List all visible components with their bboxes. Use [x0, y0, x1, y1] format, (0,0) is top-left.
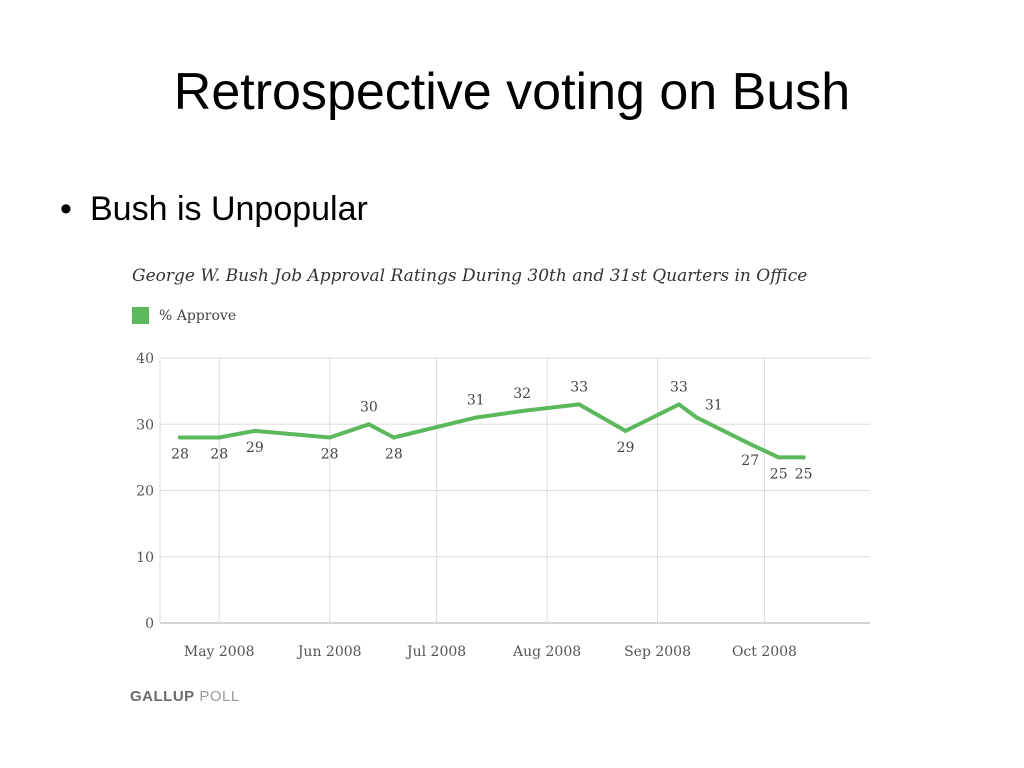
- y-tick-label: 20: [136, 484, 154, 500]
- source-logo-light: POLL: [199, 688, 240, 705]
- data-label: 27: [741, 453, 759, 469]
- data-label: 33: [670, 379, 688, 395]
- chart-title: George W. Bush Job Approval Ratings Duri…: [132, 266, 808, 286]
- data-label: 28: [321, 447, 339, 463]
- y-tick-label: 40: [136, 351, 154, 367]
- data-point: [676, 402, 681, 407]
- data-label: 25: [770, 466, 788, 482]
- data-point: [473, 415, 478, 420]
- data-point: [391, 435, 396, 440]
- data-point: [776, 455, 781, 460]
- y-tick-label: 0: [145, 616, 154, 632]
- data-point: [748, 442, 753, 447]
- data-label: 25: [795, 466, 813, 482]
- x-tick-label: Jul 2008: [405, 644, 466, 660]
- data-point: [217, 435, 222, 440]
- data-label: 30: [360, 399, 378, 415]
- x-tick-label: Jun 2008: [296, 644, 362, 660]
- data-labels: 28 28 29 28 30 28 31 32 33 29 33 31 27 25 25: [171, 379, 812, 482]
- grid: [159, 357, 870, 624]
- bullet-text: Bush is Unpopular: [90, 190, 368, 228]
- data-point: [520, 409, 525, 413]
- bullet-item: • Bush is Unpopular: [60, 190, 368, 229]
- data-label: 28: [171, 447, 189, 463]
- legend-swatch: [132, 307, 149, 324]
- x-tick-label: Oct 2008: [732, 644, 797, 660]
- data-label: 32: [513, 386, 531, 402]
- data-label: 28: [385, 447, 403, 463]
- chart-legend: % Approve: [132, 307, 236, 324]
- data-label: 31: [467, 393, 485, 409]
- data-point: [801, 455, 806, 460]
- data-point: [366, 422, 371, 427]
- data-point: [252, 428, 257, 433]
- data-point: [694, 415, 699, 420]
- series: [178, 402, 806, 460]
- x-tick-label: Aug 2008: [512, 644, 581, 660]
- x-tick-label: May 2008: [184, 644, 255, 660]
- source-logo-bold: GALLUP: [130, 688, 195, 705]
- y-tick-label: 10: [136, 550, 154, 566]
- data-label: 31: [705, 398, 723, 414]
- y-tick-label: 30: [136, 417, 154, 433]
- x-tick-label: Sep 2008: [624, 644, 691, 660]
- data-label: 28: [210, 447, 228, 463]
- data-point: [623, 428, 628, 433]
- data-label: 33: [570, 379, 588, 395]
- legend-label: % Approve: [159, 307, 237, 324]
- axes: 0 10 20 30 40 May 2008 Jun 2008 Jul 2008 Aug 200…: [136, 351, 797, 660]
- data-label: 29: [617, 440, 635, 456]
- data-point: [577, 402, 582, 407]
- data-point: [327, 435, 332, 440]
- bullet-dot-icon: •: [60, 190, 72, 228]
- slide-title: Retrospective voting on Bush: [173, 63, 851, 121]
- data-point: [178, 435, 182, 440]
- data-label: 29: [246, 440, 264, 456]
- source-logo: GALLUP POLL: [130, 688, 240, 705]
